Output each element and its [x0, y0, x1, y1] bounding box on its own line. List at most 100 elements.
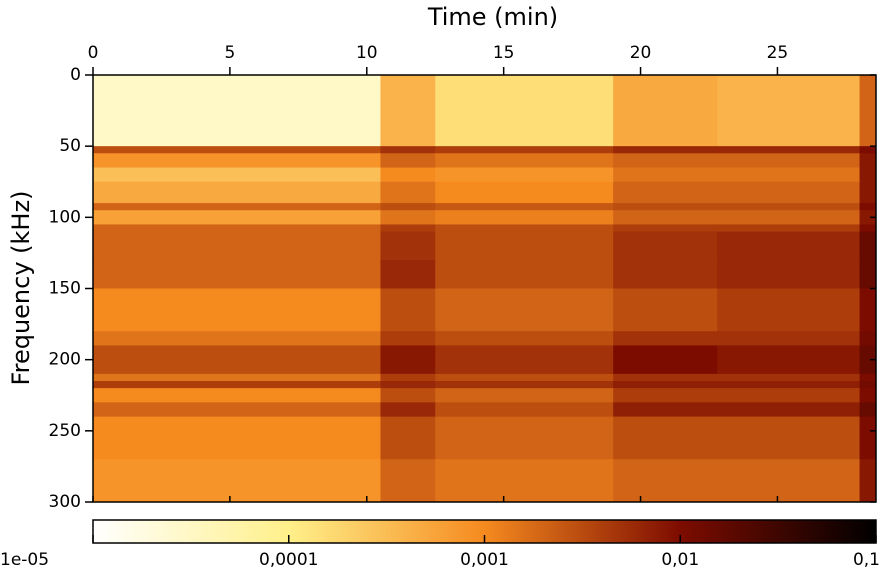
heatmap-cell	[93, 260, 381, 289]
heatmap-cell	[859, 181, 877, 204]
heatmap-cell	[859, 345, 877, 375]
heatmap-cell	[717, 373, 861, 382]
heatmap-cell	[93, 203, 381, 211]
y-tick-label: 300	[49, 492, 81, 512]
heatmap-cell	[93, 153, 381, 169]
heatmap-cell	[717, 210, 861, 225]
heatmap-cell	[93, 75, 381, 147]
heatmap-cell	[859, 388, 877, 403]
heatmap-cell	[93, 373, 381, 382]
heatmap-cell	[93, 231, 381, 261]
heatmap-cell	[717, 146, 861, 154]
heatmap-cell	[380, 224, 436, 233]
heatmap-cell	[859, 224, 877, 233]
heatmap-cell	[613, 75, 718, 147]
heatmap-cell	[717, 459, 861, 503]
heatmap-cell	[859, 373, 877, 382]
colorbar-tick-label: 0,01	[661, 550, 699, 570]
heatmap-cell	[435, 331, 614, 346]
heatmap-cell	[613, 167, 718, 183]
heatmap-cell	[93, 181, 381, 204]
heatmap-cell	[380, 345, 436, 375]
heatmap-cell	[859, 146, 877, 154]
x-tick-label: 15	[493, 43, 515, 63]
colorbar-tick-label: 0,001	[460, 550, 509, 570]
heatmap-cell	[859, 459, 877, 503]
heatmap-cell	[613, 146, 718, 154]
x-tick-label: 20	[630, 43, 652, 63]
colorbar-tick-label: 0,0001	[259, 550, 318, 570]
heatmap-cell	[859, 416, 877, 460]
heatmap-cell	[859, 75, 877, 147]
y-tick-label: 100	[49, 207, 81, 227]
heatmap-cell	[380, 153, 436, 169]
heatmap-cell	[380, 388, 436, 403]
heatmap-cell	[717, 416, 861, 460]
heatmap-cell	[613, 231, 718, 261]
x-tick-label: 25	[767, 43, 789, 63]
heatmap-cell	[93, 224, 381, 233]
heatmap-cell	[435, 153, 614, 169]
heatmap-cell	[613, 181, 718, 204]
heatmap-cell	[613, 203, 718, 211]
heatmap-cell	[435, 416, 614, 460]
heatmap-cell	[613, 331, 718, 346]
y-tick-label: 50	[59, 136, 81, 156]
heatmap-cell	[435, 167, 614, 183]
heatmap-cell	[859, 260, 877, 289]
heatmap-cell	[380, 210, 436, 225]
y-tick-label: 250	[49, 421, 81, 441]
heatmap-cell	[859, 203, 877, 211]
heatmap-cell	[380, 402, 436, 418]
heatmap-cell	[613, 153, 718, 169]
x-axis-label: Time (min)	[427, 3, 558, 31]
heatmap-cell	[859, 402, 877, 418]
heatmap-cell	[435, 288, 614, 332]
heatmap-cell	[435, 146, 614, 154]
heatmap-cell	[613, 345, 718, 375]
heatmap-cell	[93, 388, 381, 403]
heatmap-cell	[93, 416, 381, 460]
heatmap-cell	[435, 224, 614, 233]
heatmap-cell	[380, 203, 436, 211]
heatmap-cell	[380, 288, 436, 332]
heatmap-cell	[859, 153, 877, 169]
heatmap-cell	[717, 231, 861, 261]
y-tick-label: 0	[70, 65, 81, 85]
heatmap-cell	[717, 381, 861, 389]
heatmap-cell	[613, 224, 718, 233]
heatmap-cell	[380, 75, 436, 147]
x-tick-label: 10	[356, 43, 378, 63]
heatmap-cell	[613, 381, 718, 389]
heatmap-cell	[380, 231, 436, 261]
heatmap-cell	[93, 402, 381, 418]
heatmap-cell	[859, 231, 877, 261]
heatmap-cell	[717, 331, 861, 346]
heatmap-cell	[380, 381, 436, 389]
heatmap-cell	[380, 167, 436, 183]
heatmap-cell	[435, 373, 614, 382]
heatmap-cell	[93, 210, 381, 225]
heatmap-cell	[717, 345, 861, 375]
heatmap-cell	[380, 373, 436, 382]
heatmap-cell	[435, 181, 614, 204]
x-tick-label: 5	[224, 43, 235, 63]
heatmap-cell	[613, 288, 718, 332]
heatmap-cell	[435, 75, 614, 147]
heatmap-cell	[859, 167, 877, 183]
heatmap-cell	[717, 75, 861, 147]
heatmap-cell	[613, 373, 718, 382]
heatmap-cell	[93, 331, 381, 346]
heatmap-cell	[435, 402, 614, 418]
heatmap-cell	[859, 381, 877, 389]
heatmap-cell	[613, 459, 718, 503]
heatmap-cell	[435, 203, 614, 211]
colorbar-tick-label: 1e-05	[0, 550, 49, 570]
x-tick-label: 0	[88, 43, 99, 63]
colorbar-tick-label: 0,1	[853, 550, 880, 570]
heatmap-cell	[380, 331, 436, 346]
heatmap-cell	[717, 153, 861, 169]
heatmap-cell	[717, 388, 861, 403]
heatmap-cell	[717, 167, 861, 183]
